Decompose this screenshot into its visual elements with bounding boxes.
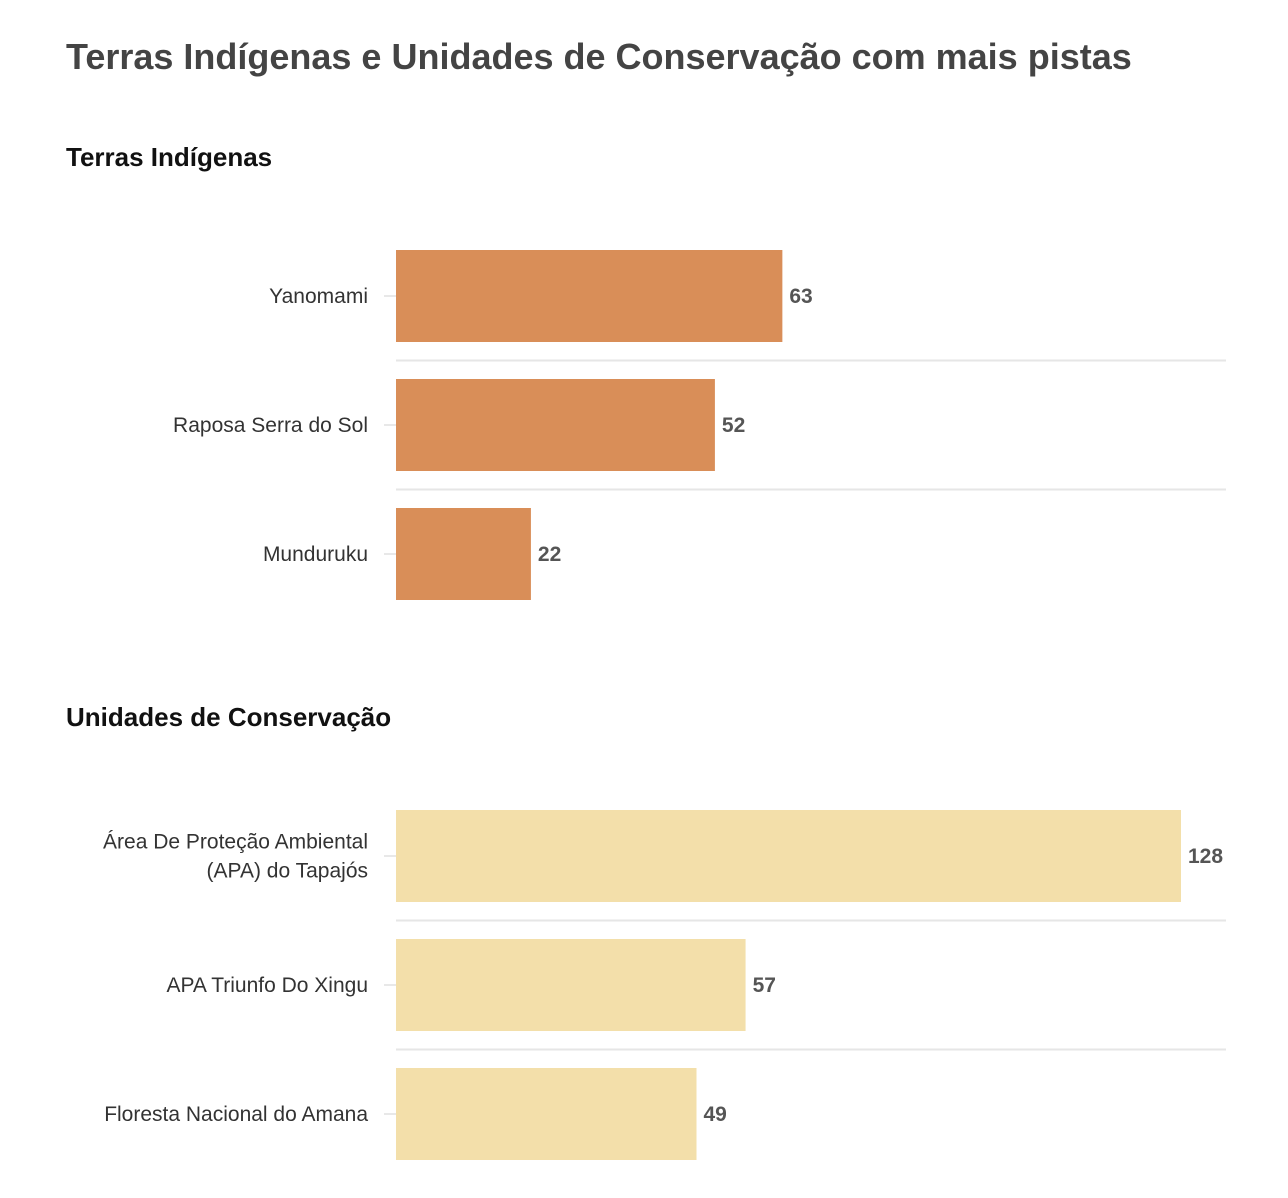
terras-indigenas-value-label: 52 bbox=[722, 414, 745, 437]
terras-indigenas-bar bbox=[396, 508, 531, 600]
unidades-conservacao-value-label: 49 bbox=[704, 1103, 727, 1126]
terras-indigenas-bar bbox=[396, 379, 715, 471]
unidades-conservacao-bar bbox=[396, 939, 746, 1031]
unidades-conservacao-bar bbox=[396, 1068, 697, 1160]
unidades-conservacao-category-label: Floresta Nacional do Amana bbox=[104, 1103, 368, 1126]
unidades-conservacao-value-label: 57 bbox=[753, 974, 776, 997]
terras-indigenas-value-label: 63 bbox=[789, 285, 812, 308]
unidades-conservacao-bar bbox=[396, 810, 1181, 902]
chart-title: Terras Indígenas e Unidades de Conservaç… bbox=[66, 36, 1132, 77]
terras-indigenas-category-label: Yanomami bbox=[269, 285, 368, 308]
unidades-conservacao-value-label: 128 bbox=[1188, 845, 1223, 868]
bar-chart-unidades-conservacao: 128 Área De Proteção Ambiental (APA) do Ta… bbox=[103, 810, 1226, 1160]
terras-indigenas-category-label: Munduruku bbox=[263, 543, 368, 566]
bar-chart-terras-indigenas: 63 Yanomami 52 Raposa Serra do Sol 22 Munduru… bbox=[173, 250, 1226, 600]
terras-indigenas-value-label: 22 bbox=[538, 543, 561, 566]
terras-indigenas-category-label: Raposa Serra do Sol bbox=[173, 414, 368, 437]
unidades-conservacao-category-label: (APA) do Tapajós bbox=[207, 860, 368, 883]
terras-indigenas-bar bbox=[396, 250, 783, 342]
panel-title-unidades-conservacao: Unidades de Conservação bbox=[66, 702, 392, 732]
unidades-conservacao-category-label: APA Triunfo Do Xingu bbox=[166, 974, 368, 997]
panel-title-terras-indigenas: Terras Indígenas bbox=[66, 142, 273, 172]
unidades-conservacao-category-label: Área De Proteção Ambiental bbox=[103, 831, 368, 854]
